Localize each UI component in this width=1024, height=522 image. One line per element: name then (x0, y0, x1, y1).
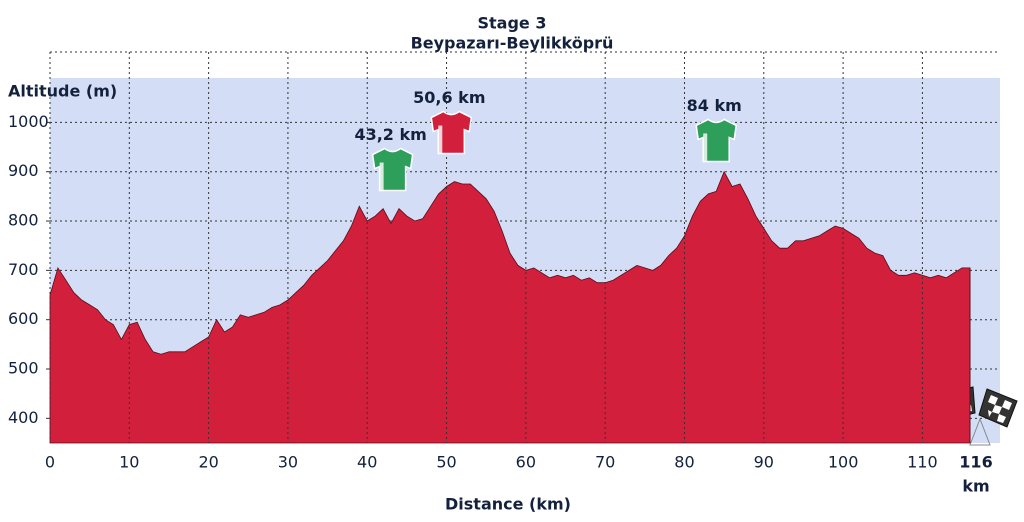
x-tick-label: 50 (436, 453, 456, 472)
y-tick-label: 700 (8, 260, 39, 279)
jersey-stripe (379, 162, 384, 191)
y-tick-label: 800 (8, 211, 39, 230)
y-tick-label: 600 (8, 309, 39, 328)
chart-title: Stage 3 (478, 14, 547, 33)
x-axis-label: Distance (km) (445, 495, 571, 514)
y-tick-label: 400 (8, 408, 39, 427)
x-tick-label: 70 (595, 453, 615, 472)
x-tick-label: 30 (278, 453, 298, 472)
jersey (695, 118, 738, 163)
jersey-stripe (703, 133, 708, 162)
x-tick-label: 40 (357, 453, 377, 472)
x-tick-label: 10 (119, 453, 139, 472)
climb-label: 50,6 km (413, 88, 485, 107)
x-tick-label: 100 (828, 453, 859, 472)
jersey (430, 110, 473, 155)
y-tick-label: 1000 (8, 112, 49, 131)
x-tick-label: 60 (516, 453, 536, 472)
elevation-area (49, 170, 971, 444)
x-tick-label: 80 (674, 453, 694, 472)
jersey-stripe (438, 125, 443, 154)
x-tick-label: 90 (754, 453, 774, 472)
x-tick-label: 0 (45, 453, 55, 472)
y-axis-label: Altitude (m) (8, 82, 117, 101)
climb-label: 84 km (687, 96, 742, 115)
jersey (371, 147, 414, 192)
climb-label: 43,2 km (354, 125, 426, 144)
x-tick-label: 20 (198, 453, 218, 472)
y-tick-label: 900 (8, 161, 39, 180)
x-tick-label: 110 (907, 453, 938, 472)
finish-distance: 116 (959, 453, 992, 472)
finish-unit: km (962, 477, 989, 496)
chart-subtitle: Beypazarı-Beylikköprü (411, 34, 614, 53)
y-tick-label: 500 (8, 359, 39, 378)
